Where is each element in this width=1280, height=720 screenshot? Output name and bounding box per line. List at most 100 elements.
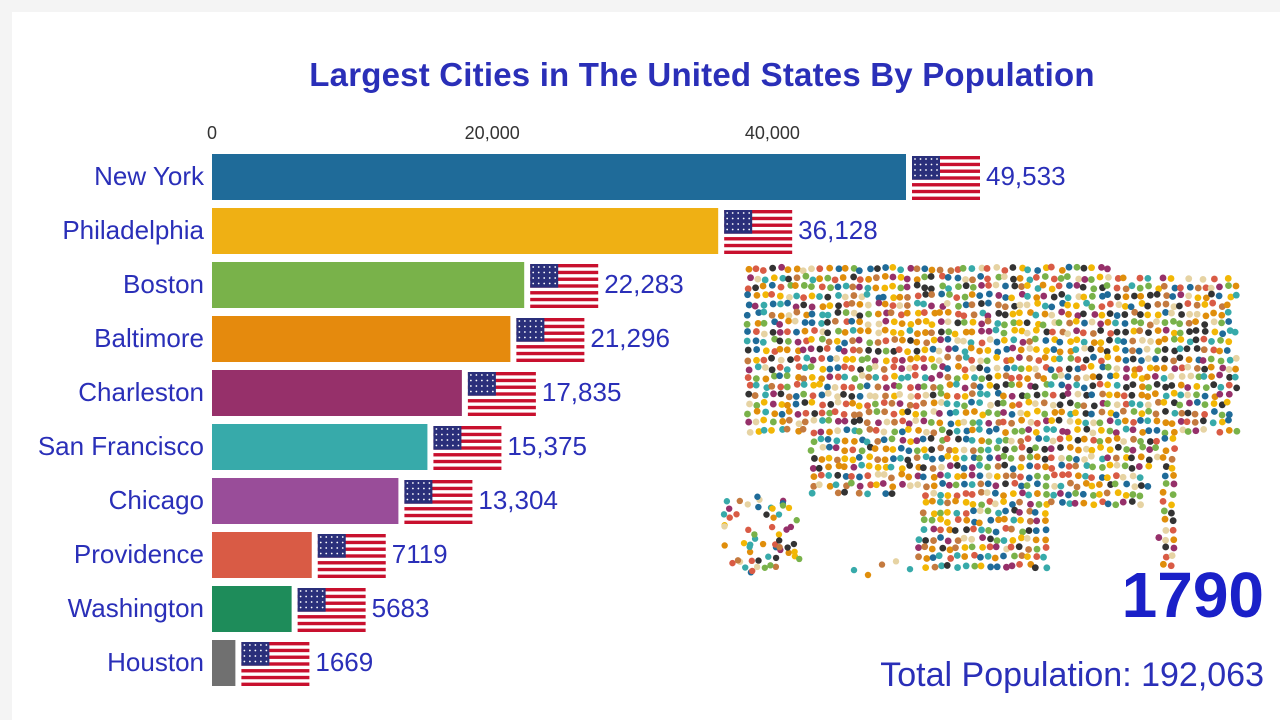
crowd-person [952,454,960,462]
crowd-person [922,329,929,336]
flag-star [919,158,922,160]
crowd-person [984,347,992,354]
crowd-person [1104,454,1111,462]
crowd-person [1151,372,1159,380]
crowd-person [1170,536,1178,544]
crowd-person [1217,336,1224,344]
crowd-person [803,311,811,319]
crowd-person [841,455,849,463]
crowd-person [808,283,815,291]
crowd-person [771,410,779,418]
crowd-person [993,473,1001,480]
crowd-person [768,382,776,390]
crowd-person [976,390,984,398]
crowd-person [1223,301,1231,309]
crowd-person [840,463,848,471]
crowd-person [840,391,847,398]
crowd-person [1119,498,1127,506]
crowd-person [935,552,943,560]
crowd-person [960,312,968,320]
crowd-person [792,400,800,408]
crowd-person [927,285,935,293]
crowd-person [834,364,842,372]
crowd-person [1017,437,1025,445]
crowd-person [1040,399,1048,407]
crowd-person [1137,438,1144,445]
crowd-person [826,443,833,451]
crowd-person [1002,372,1010,380]
flag-stripe [241,662,310,666]
flag-star [254,660,257,663]
crowd-person [1073,381,1081,389]
bar [212,640,236,686]
flag-star [737,217,740,220]
crowd-person [1033,453,1041,461]
crowd-person [1113,461,1121,469]
crowd-person [1129,426,1137,434]
flag-star [529,336,532,339]
crowd-person [799,346,807,354]
flag-star [731,217,734,220]
flag-stripe [530,277,599,281]
crowd-person [1201,401,1209,408]
crowd-person [863,438,871,446]
crowd-person [769,400,777,408]
crowd-person [808,319,816,327]
flag-star [919,174,922,177]
crowd-person [937,444,945,452]
flag-stripe [317,534,386,538]
crowd-person [943,392,951,400]
crowd-person [841,363,848,371]
crowd-person [1042,264,1050,272]
flag-star [243,655,246,657]
crowd-person [1202,284,1210,292]
flag-star [548,277,551,279]
crowd-person [834,283,842,291]
flag-star [529,320,532,322]
crowd-person [923,483,930,491]
flag-stripe [724,216,793,221]
crowd-person [1099,292,1106,300]
crowd-person [1193,364,1201,372]
crowd-person [746,428,754,436]
crowd-person [1066,399,1074,407]
crowd-person [842,473,850,480]
crowd-person [1128,498,1136,505]
crowd-person [1177,391,1185,399]
crowd-person [776,328,784,336]
total-population: Total Population: 192,063 [880,656,1264,694]
crowd-person [1017,473,1024,481]
flag-stripe [433,439,502,443]
crowd-person [1090,436,1098,444]
crowd-person [954,319,962,327]
crowd-person [977,272,985,280]
crowd-person [1170,335,1178,343]
crowd-person [1041,445,1049,453]
crowd-person [775,511,783,518]
crowd-person [979,309,987,317]
flag-star [486,374,489,376]
crowd-person [1104,353,1112,361]
crowd-person [954,537,962,545]
crowd-person [807,447,815,454]
crowd-person [1178,373,1186,380]
crowd-person [785,275,792,283]
crowd-person [1185,356,1193,363]
crowd-person [946,381,954,389]
crowd-person [1087,345,1095,353]
crowd-person [984,446,992,454]
crowd-person [968,328,976,336]
crowd-person [889,483,897,491]
flag-star [259,649,262,652]
crowd-person [760,330,768,338]
crowd-person [809,276,817,284]
flag-star [930,158,933,160]
crowd-person [881,456,889,464]
crowd-person [840,347,848,355]
crowd-person [1114,418,1122,426]
crowd-person [935,347,943,355]
crowd-person [921,346,929,354]
crowd-person [907,321,915,328]
crowd-person [720,511,728,518]
crowd-person [1168,509,1175,517]
